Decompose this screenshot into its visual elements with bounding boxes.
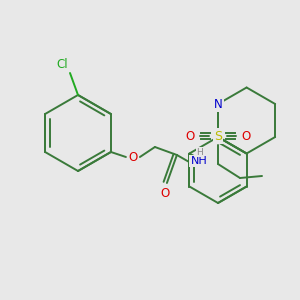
Text: N: N [214,98,222,110]
Text: O: O [185,130,195,142]
Text: H: H [196,148,203,157]
Text: O: O [128,151,137,164]
Text: O: O [242,130,250,142]
Text: O: O [160,187,170,200]
Text: S: S [214,130,222,142]
Text: Cl: Cl [56,58,68,71]
Text: NH: NH [190,156,207,166]
